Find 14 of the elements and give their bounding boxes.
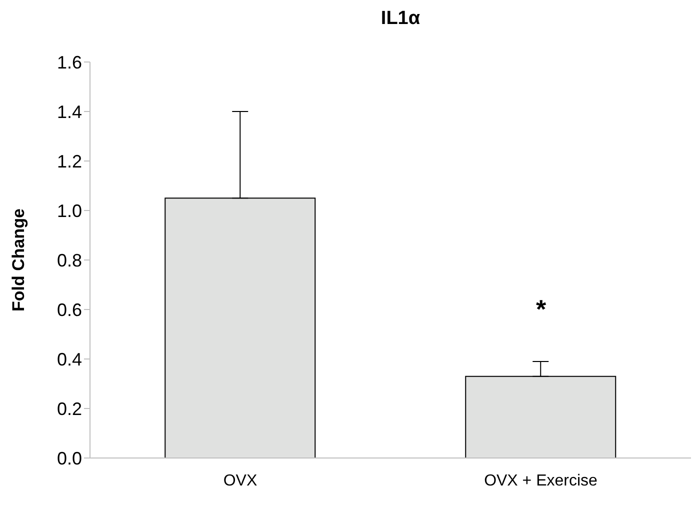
y-tick-label: 1.0	[56, 200, 82, 221]
x-tick-label: OVX + Exercise	[484, 472, 598, 490]
x-tick-label: OVX	[223, 472, 258, 490]
y-tick-label: 0.0	[56, 448, 82, 468]
y-tick-label: 1.2	[56, 151, 82, 172]
chart-title: IL1α	[380, 8, 422, 31]
y-tick-label: 0.2	[56, 398, 82, 419]
y-tick-label: 1.6	[56, 52, 82, 72]
y-tick-label: 0.8	[56, 250, 82, 270]
y-axis-title: Fold Change	[9, 208, 28, 312]
annotation: *	[534, 294, 548, 325]
y-tick-label: 1.4	[56, 102, 82, 122]
y-tick-label: 0.6	[56, 300, 82, 320]
y-tick-label: 0.4	[56, 349, 82, 370]
